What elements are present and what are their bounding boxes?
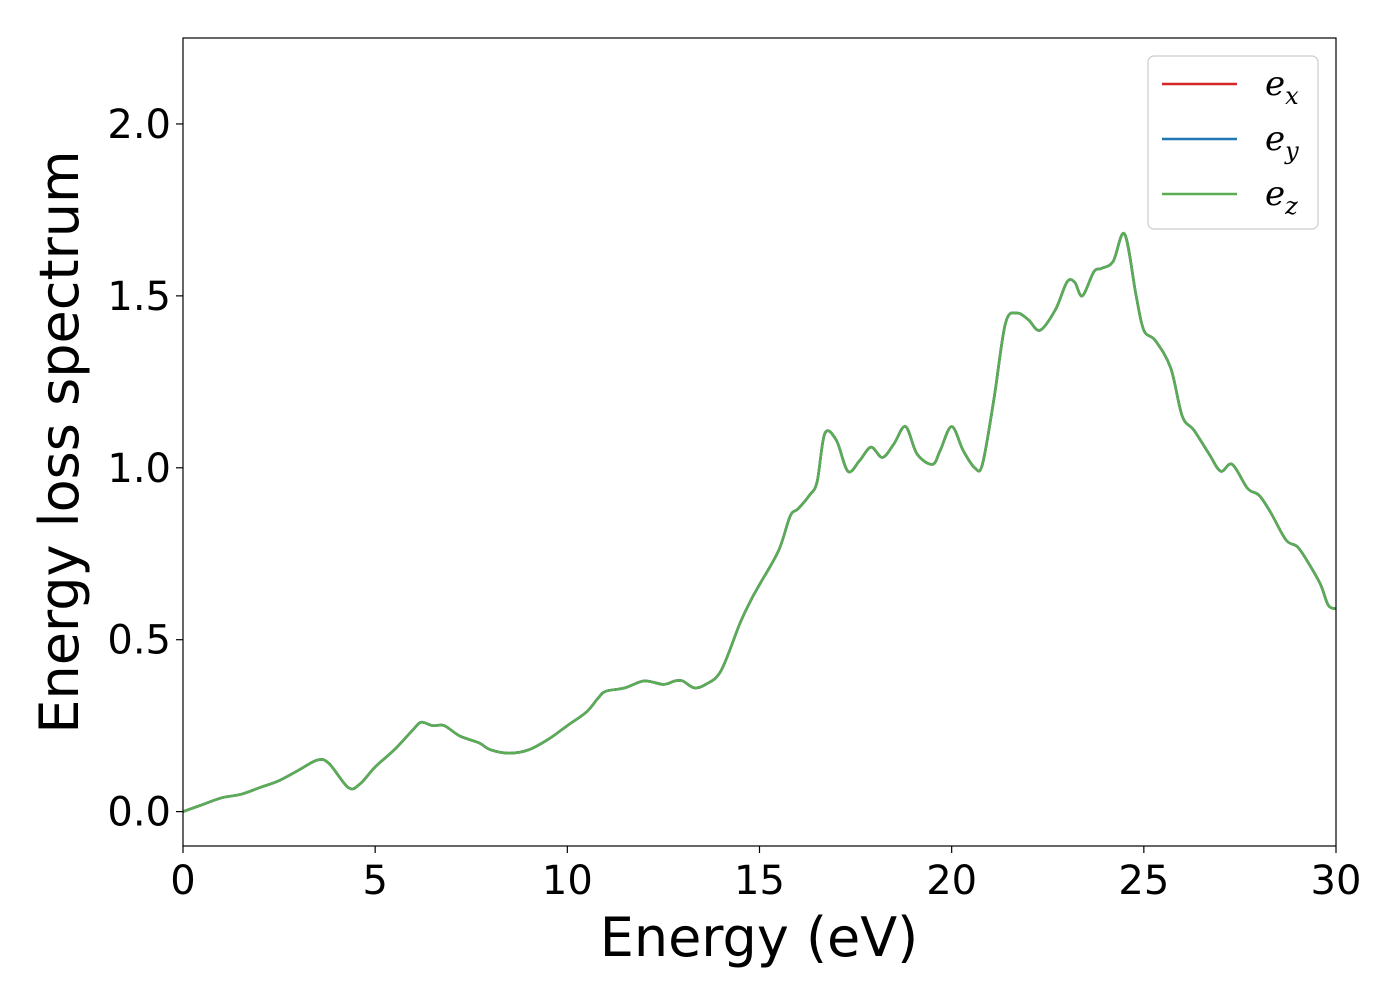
legend-label-base: e	[1265, 174, 1285, 214]
x-tick-label: 15	[734, 858, 785, 904]
series-layer	[183, 231, 1336, 813]
x-axis-label: Energy (eV)	[600, 906, 919, 969]
x-axis-ticks: 0 5 10 15 20 25 30	[170, 846, 1361, 904]
x-tick-label: 30	[1311, 858, 1362, 904]
plot-background	[183, 38, 1336, 846]
legend-label: ex	[1265, 64, 1299, 110]
legend-label-subscript: y	[1284, 137, 1299, 165]
x-tick-label: 20	[926, 858, 977, 904]
y-tick-label: 0.0	[107, 790, 171, 836]
legend-label-subscript: z	[1284, 192, 1298, 220]
y-axis-ticks: 0.0 0.5 1.0 1.5 2.0	[107, 102, 183, 836]
legend-label-subscript: x	[1285, 82, 1299, 110]
x-tick-label: 10	[542, 858, 593, 904]
series-line-ez	[183, 231, 1336, 813]
x-tick-label: 25	[1118, 858, 1169, 904]
x-tick-label: 0	[170, 858, 195, 904]
x-tick-label: 5	[362, 858, 387, 904]
y-axis-label: Energy loss spectrum	[28, 150, 91, 733]
y-tick-label: 1.5	[107, 274, 171, 320]
legend-box	[1147, 55, 1319, 230]
legend-label: ey	[1265, 119, 1299, 165]
y-tick-label: 1.0	[107, 446, 171, 492]
y-tick-label: 2.0	[107, 102, 171, 148]
legend-label-base: e	[1265, 64, 1285, 104]
legend-label: ez	[1265, 174, 1298, 220]
y-tick-label: 0.5	[107, 618, 171, 664]
legend-label-base: e	[1265, 119, 1285, 159]
